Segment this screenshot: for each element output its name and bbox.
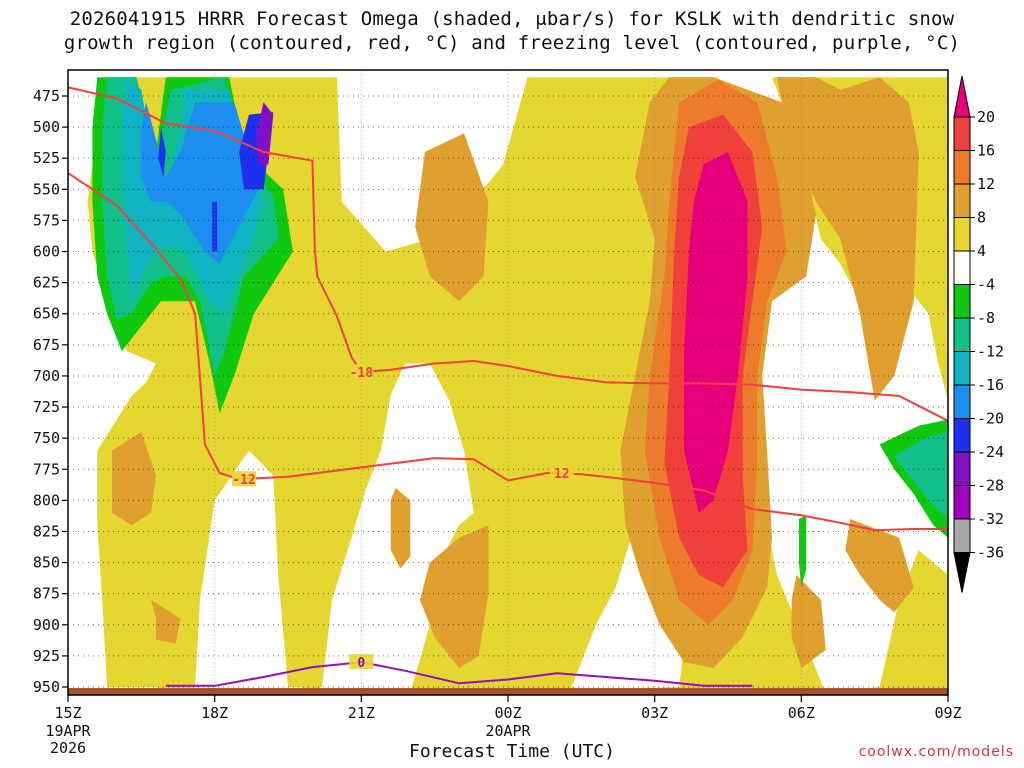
y-tick-label: 625 [33,274,60,292]
y-tick-label: 775 [33,460,60,478]
colorbar: 20 16 12 8 4 -4 -8 -12 -16 -20 -24 -28 -32 -36 [953,75,1004,593]
omega-region-orange-light [151,599,181,644]
colorbar-label: 20 [977,108,995,126]
ground-strip [68,688,948,695]
contour-label: -12 [232,473,255,488]
y-tick-label: 550 [33,180,60,198]
contour-label-bg [349,364,374,380]
colorbar-label: -12 [977,343,1004,361]
colorbar-segment [953,250,971,285]
temperature-contours: -18 -12 12 0 [68,86,948,687]
y-tick-label: 800 [33,491,60,509]
x-axis-label: Forecast Time (UTC) [409,741,615,762]
omega-region-orange-light [415,133,489,302]
y-tick-label: 950 [33,678,60,696]
omega-region-orange-light [390,487,411,569]
x-tick-label: 00Z [494,704,521,722]
x-tick-sublabel: 19APR [45,722,91,740]
colorbar-label: -16 [977,376,1004,394]
colorbar-label: -24 [977,443,1004,461]
colorbar-segment [953,116,971,151]
y-tick-label: 650 [33,305,60,323]
colorbar-segment [953,183,971,218]
chart-title-line2: growth region (contoured, red, °C) and f… [63,32,961,54]
credit-link[interactable]: coolwx.com/models [858,744,1014,760]
y-tick-label: 575 [33,211,60,229]
y-tick-label: 500 [33,118,60,136]
y-tick-label: 525 [33,149,60,167]
axes-ticks: 475 500 525 550 575 600 625 650 675 700 725 750 775 8… [33,87,962,757]
x-tick-sublabel: 20APR [485,722,531,740]
colorbar-label: -32 [977,510,1004,528]
y-tick-label: 475 [33,87,60,105]
y-tick-label: 725 [33,398,60,416]
colorbar-label: -8 [977,309,995,327]
omega-region-orange-light [791,575,826,669]
x-tick-sublabel: 2026 [50,739,86,757]
colorbar-label: -28 [977,477,1004,495]
x-tick-label: 21Z [348,704,375,722]
colorbar-segment [953,418,971,453]
colorbar-label: 16 [977,142,995,160]
y-tick-label: 600 [33,243,60,261]
colorbar-segment [953,451,971,486]
x-tick-label: 15Z [54,704,81,722]
colorbar-segment [953,284,971,319]
colorbar-segment [953,518,971,553]
colorbar-segment [953,150,971,185]
omega-region-orange-light [845,519,914,613]
omega-region-purple [256,102,274,165]
y-tick-label: 675 [33,336,60,354]
colorbar-label: -36 [977,544,1004,562]
omega-region-dark-blue [158,127,166,177]
contour-isotherm-minus18-lower [68,172,948,532]
omega-region-orange-light [112,431,156,526]
colorbar-segment [953,384,971,419]
x-tick-label: 09Z [934,704,961,722]
y-tick-label: 900 [33,616,60,634]
colorbar-top-arrow [953,75,971,118]
contour-label-bg [232,471,256,487]
colorbar-label: -4 [977,276,995,294]
colorbar-segment [953,317,971,352]
chart-title-line1: 2026041915 HRRR Forecast Omega (shaded, … [69,8,955,30]
y-tick-label: 825 [33,522,60,540]
contour-label-bg [549,464,574,480]
colorbar-label: -20 [977,410,1004,428]
x-tick-label: 06Z [788,704,815,722]
colorbar-segment [953,351,971,386]
contour-isotherm-minus18 [68,86,948,422]
y-tick-label: 750 [33,429,60,447]
contour-freezing-level [165,661,753,687]
grid-lines [68,70,948,688]
contour-label: 12 [554,467,570,482]
contour-label: 0 [357,656,365,671]
contour-label-bg [349,654,374,670]
colorbar-label: 8 [977,209,986,227]
x-tick-label: 18Z [201,704,228,722]
omega-region-blue [141,102,259,264]
y-tick-label: 700 [33,367,60,385]
colorbar-label: 4 [977,242,986,260]
y-tick-label: 875 [33,585,60,603]
omega-shading [87,77,948,688]
colorbar-bottom-arrow [953,552,971,593]
omega-region-orange-light [420,525,489,669]
y-tick-label: 850 [33,554,60,572]
x-tick-label: 03Z [641,704,668,722]
colorbar-segment [953,217,971,252]
colorbar-label: 12 [977,175,995,193]
omega-region-teal [894,431,948,519]
omega-region-green [798,515,807,588]
omega-region-yellow-positive [273,351,367,687]
omega-region-magenta [684,152,748,513]
contour-label: -18 [350,366,374,381]
y-tick-label: 925 [33,647,60,665]
colorbar-segment [953,485,971,520]
